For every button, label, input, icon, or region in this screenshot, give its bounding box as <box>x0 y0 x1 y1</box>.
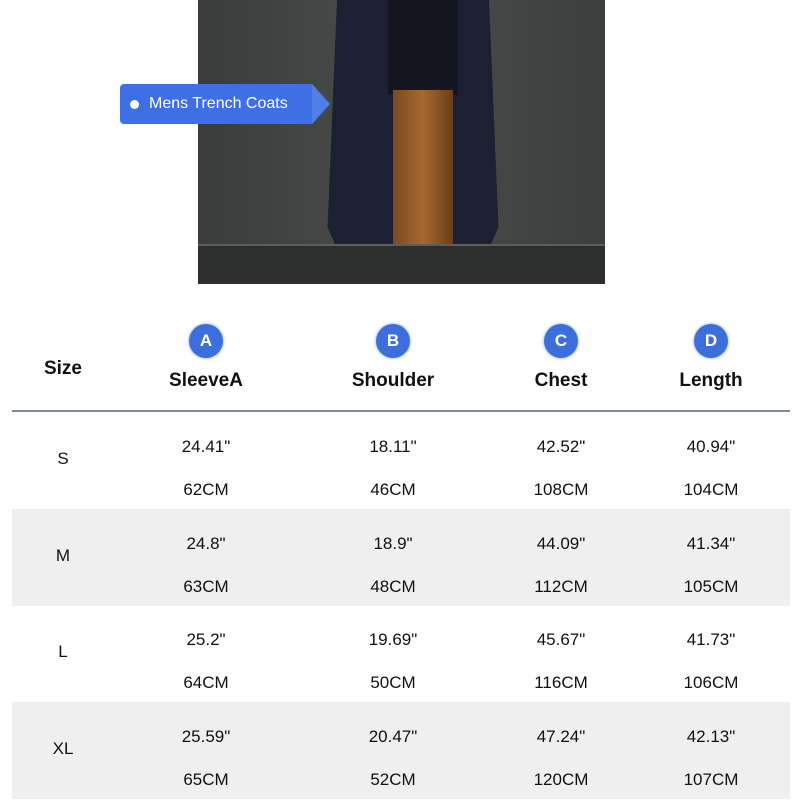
column-badge-a: A <box>189 324 223 358</box>
cm-cell: 106CM <box>683 673 739 692</box>
product-tag-label: Mens Trench Coats <box>149 95 288 112</box>
cm-cell: 112CM <box>534 576 588 596</box>
column-badge-c: C <box>544 324 578 358</box>
bullet-icon <box>130 99 139 109</box>
inch-cell: 47.24" <box>536 726 586 746</box>
inch-cell: 20.47" <box>368 726 418 746</box>
inch-cell: 19.69" <box>368 630 418 649</box>
cm-cell: 62CM <box>183 480 229 499</box>
inch-cell: 24.41" <box>181 437 231 456</box>
cm-cell: 64CM <box>183 673 229 692</box>
inch-cell: 25.2" <box>186 630 226 649</box>
inch-cell: 40.94" <box>686 437 736 456</box>
header-divider <box>12 410 790 412</box>
cm-cell: 46CM <box>370 480 416 499</box>
inch-cell: 41.34" <box>686 533 736 553</box>
shirt <box>388 0 458 95</box>
cm-cell: 63CM <box>183 576 229 596</box>
size-cell: XL <box>52 738 74 758</box>
inch-cell: 42.52" <box>536 437 586 456</box>
size-cell: S <box>57 449 69 468</box>
size-cell: M <box>55 545 71 565</box>
inch-cell: 24.8" <box>186 533 226 553</box>
cm-cell: 50CM <box>370 673 416 692</box>
column-header: Shoulder <box>351 370 435 391</box>
cm-cell: 108CM <box>533 480 589 499</box>
cm-cell: 48CM <box>370 576 416 596</box>
size-cell: L <box>58 642 68 661</box>
cm-cell: 105CM <box>683 576 739 596</box>
inch-cell: 42.13" <box>686 726 736 746</box>
cm-cell: 65CM <box>183 769 229 789</box>
column-badge-b: B <box>376 324 410 358</box>
inch-cell: 25.59" <box>181 726 231 746</box>
inch-cell: 45.67" <box>536 630 586 649</box>
floor <box>198 244 605 284</box>
cm-cell: 116CM <box>534 673 588 692</box>
cm-cell: 104CM <box>683 480 739 499</box>
size-header: Size <box>43 358 83 379</box>
inch-cell: 44.09" <box>536 533 586 553</box>
inch-cell: 18.11" <box>369 437 417 456</box>
product-tag: Mens Trench Coats <box>120 84 330 124</box>
column-header: Length <box>679 370 743 391</box>
product-photo <box>198 0 605 284</box>
table-row <box>12 701 790 799</box>
column-badge-d: D <box>694 324 728 358</box>
column-header: SleeveA <box>169 370 243 391</box>
cm-cell: 107CM <box>683 769 739 789</box>
column-header: Chest <box>534 370 588 391</box>
inch-cell: 18.9" <box>373 533 413 553</box>
table-row <box>12 508 790 606</box>
inch-cell: 41.73" <box>686 630 736 649</box>
cm-cell: 52CM <box>370 769 416 789</box>
cm-cell: 120CM <box>533 769 589 789</box>
